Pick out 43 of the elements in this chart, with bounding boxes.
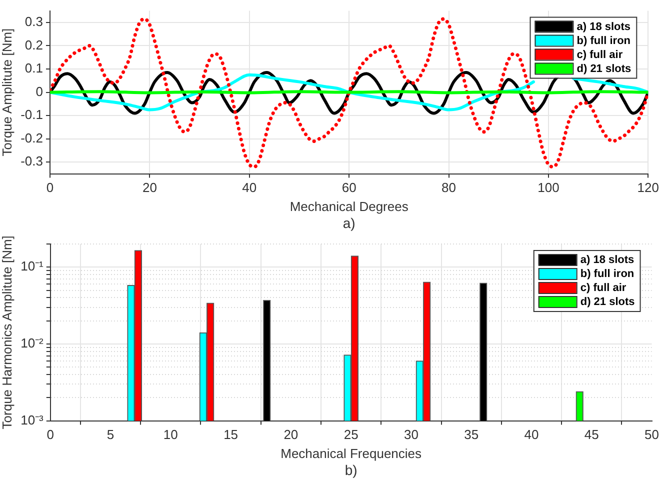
x-axis-title: Mechanical Frequencies xyxy=(280,446,422,461)
x-tick-label: 40 xyxy=(242,180,257,196)
x-tick-label: 45 xyxy=(584,427,599,442)
x-tick-label: 100 xyxy=(538,180,560,196)
y-tick-label: 0.2 xyxy=(24,37,43,52)
legend-label: d) 21 slots xyxy=(580,296,635,308)
x-tick-label: 20 xyxy=(142,180,157,196)
x-tick-label: 20 xyxy=(284,427,298,442)
y-tick-label: -0.2 xyxy=(20,130,43,146)
text: a) xyxy=(342,214,356,231)
y-tick-label: 0.1 xyxy=(24,60,43,76)
y-axis-title: Torque Harmonics Amplitute [Nm] xyxy=(0,236,14,430)
y-tick-label: 0.3 xyxy=(24,14,43,30)
x-tick-label: 120 xyxy=(637,180,660,196)
x-axis-title: Mechanical Degrees xyxy=(290,198,409,214)
y-tick-label: 10⁻³ xyxy=(20,412,44,428)
x-tick-label: 15 xyxy=(224,427,238,442)
x-tick-label: 5 xyxy=(106,427,114,442)
y-tick-label: 10⁻¹ xyxy=(20,258,44,274)
x-tick-label: 35 xyxy=(464,427,479,442)
x-tick-label: 10 xyxy=(163,427,178,442)
y-tick-label: 0 xyxy=(36,84,43,99)
x-tick-label: 0 xyxy=(46,180,54,196)
y-tick-label: -0.3 xyxy=(20,154,43,169)
legend-label: c) full air xyxy=(580,282,627,294)
x-tick-label: 0 xyxy=(46,427,54,442)
y-tick-label: -0.1 xyxy=(20,107,43,122)
y-axis-title: Torque Amplitute [Nm] xyxy=(0,28,14,156)
x-tick-label: 25 xyxy=(344,427,358,442)
legend-label: b) full iron xyxy=(576,34,631,47)
legend-label: a) 18 slots xyxy=(580,254,634,266)
x-tick-label: 40 xyxy=(524,427,539,442)
legend-label: b) full iron xyxy=(580,268,634,280)
y-tick-label: 10⁻² xyxy=(20,336,44,351)
x-tick-label: 80 xyxy=(442,180,456,196)
legend-label: c) full air xyxy=(576,48,624,61)
line-series xyxy=(50,17,648,169)
text: b) xyxy=(344,462,358,478)
x-tick-label: 50 xyxy=(644,427,660,442)
legend-label: d) 21 slots xyxy=(576,62,632,75)
legend-label: a) 18 slots xyxy=(576,20,631,33)
x-tick-label: 30 xyxy=(404,427,418,442)
x-tick-label: 60 xyxy=(342,180,356,196)
